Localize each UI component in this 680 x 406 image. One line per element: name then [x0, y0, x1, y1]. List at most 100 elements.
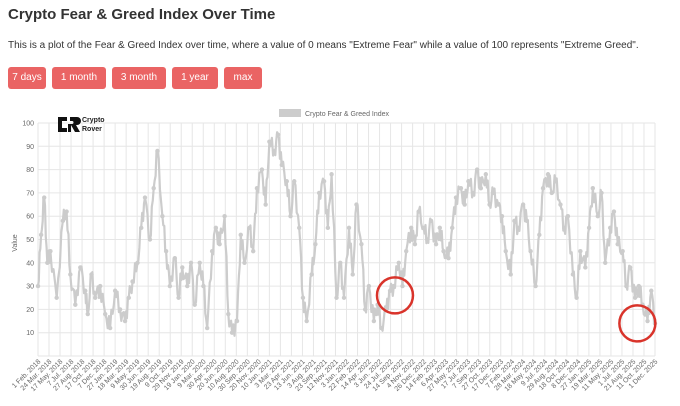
- series-point: [254, 186, 260, 191]
- series-point: [508, 272, 513, 277]
- series-point: [636, 283, 642, 289]
- series-point: [267, 139, 272, 144]
- y-tick-label: 30: [26, 284, 34, 291]
- series-point: [512, 218, 517, 224]
- series-point: [453, 195, 459, 200]
- series-point: [292, 179, 297, 184]
- series-point: [135, 260, 140, 265]
- series-point: [259, 167, 265, 172]
- series-point: [487, 202, 492, 207]
- series-point: [408, 225, 414, 231]
- series-point: [387, 288, 393, 293]
- y-axis-title: Value: [12, 234, 19, 251]
- series-point: [437, 225, 442, 231]
- page-subtitle: This is a plot of the Fear & Greed Index…: [8, 40, 639, 51]
- series-point: [515, 225, 521, 231]
- series-point: [396, 260, 401, 265]
- series-point: [107, 325, 113, 331]
- series-point: [462, 202, 467, 207]
- series-point: [60, 218, 66, 224]
- highlight-circle: [618, 304, 657, 343]
- series-point: [229, 330, 235, 335]
- series-point: [362, 307, 368, 312]
- series-point: [491, 190, 496, 196]
- legend-swatch: [279, 109, 301, 117]
- series-point: [42, 195, 47, 200]
- series-point: [599, 190, 604, 196]
- series-point: [450, 225, 455, 231]
- range-1-year-button[interactable]: 1 year: [172, 67, 218, 89]
- series-point: [346, 225, 352, 231]
- series-point: [64, 209, 69, 214]
- series-point: [325, 225, 331, 231]
- page-title: Crypto Fear & Greed Index Over Time: [8, 6, 276, 23]
- range-max-button[interactable]: max: [224, 67, 262, 89]
- range-1-month-button[interactable]: 1 month: [52, 67, 106, 89]
- series-point: [570, 272, 576, 277]
- series-point: [603, 260, 608, 265]
- series-point: [126, 295, 132, 300]
- series-point: [428, 218, 434, 224]
- series-point: [558, 202, 563, 207]
- series-point: [371, 318, 377, 324]
- series-point: [366, 283, 372, 289]
- range-7-days-button[interactable]: 7 days: [8, 67, 46, 89]
- chart-legend[interactable]: Crypto Fear & Greed Index: [279, 109, 390, 118]
- y-tick-label: 50: [26, 237, 34, 244]
- range-3-month-button[interactable]: 3 month: [112, 67, 166, 89]
- logo-text-line1: Crypto: [82, 117, 105, 124]
- series-point: [321, 179, 327, 184]
- series-point: [425, 237, 430, 242]
- series-point: [130, 279, 135, 284]
- series-point: [263, 202, 268, 207]
- series-point: [341, 295, 347, 300]
- series-point: [561, 225, 567, 231]
- series-point: [620, 248, 625, 254]
- series-point: [217, 241, 222, 247]
- y-tick-label: 100: [22, 121, 34, 128]
- series-point: [404, 248, 409, 254]
- series-point: [188, 260, 194, 265]
- series-point: [300, 295, 306, 300]
- series-point: [242, 260, 247, 265]
- series-point: [304, 318, 309, 324]
- series-point: [89, 272, 94, 277]
- series-point: [209, 248, 215, 254]
- crypto-rover-logo: Crypto Rover: [58, 117, 105, 133]
- y-tick-label: 80: [26, 167, 34, 174]
- series-point: [496, 202, 501, 207]
- series-point: [35, 283, 41, 289]
- series-point: [213, 225, 219, 231]
- series-point: [122, 318, 128, 324]
- series-point: [608, 225, 613, 231]
- series-point: [279, 162, 285, 168]
- series-point: [309, 272, 314, 277]
- series-point: [565, 214, 571, 219]
- series-crypto-fear-greed: [35, 131, 658, 337]
- series-point: [139, 225, 144, 231]
- series-point: [38, 232, 44, 238]
- series-point: [316, 190, 322, 196]
- series-point: [528, 248, 533, 254]
- series-point: [48, 248, 53, 254]
- series-point: [533, 283, 538, 289]
- series-point: [627, 265, 633, 270]
- series-point: [297, 225, 302, 231]
- series-point: [247, 225, 252, 231]
- series-point: [102, 311, 108, 317]
- series-point: [97, 283, 103, 289]
- series-point: [160, 214, 165, 219]
- series-point: [192, 302, 197, 307]
- series-point: [483, 172, 489, 177]
- series-point: [222, 214, 227, 219]
- series-point: [142, 195, 148, 200]
- series-point: [155, 148, 160, 154]
- series-point: [545, 172, 551, 177]
- series-point: [238, 232, 243, 238]
- series-point: [185, 283, 190, 289]
- y-axis-ticks: 10 20 30 40 50 60 70 80 90 100: [22, 121, 34, 338]
- y-tick-label: 40: [26, 260, 34, 267]
- series-point: [73, 302, 78, 307]
- highlight-circle: [375, 276, 415, 315]
